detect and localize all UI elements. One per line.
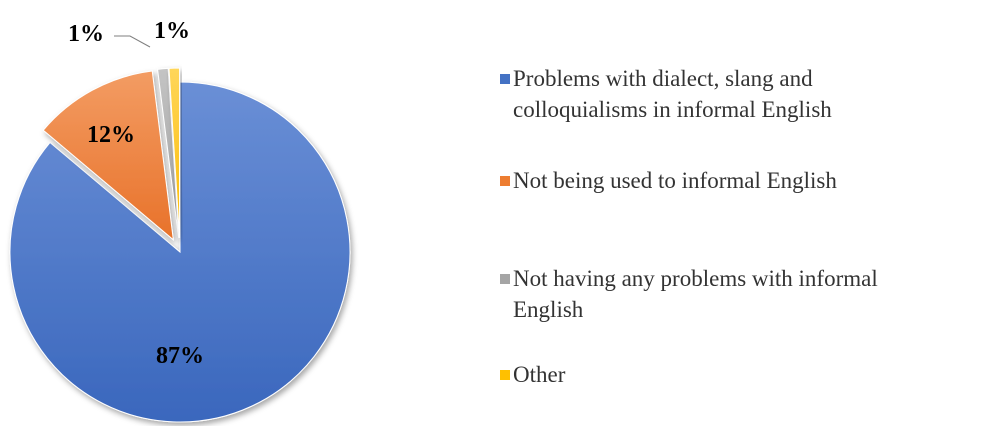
leader-line-no-problems — [114, 35, 151, 48]
legend-label: Other — [513, 362, 566, 387]
legend-item-other: Other — [500, 359, 565, 390]
legend-label: Not having any problems with informal En… — [513, 266, 878, 322]
slice-other — [168, 67, 181, 239]
legend-label: Not being used to informal English — [513, 168, 837, 193]
legend-swatch-yellow — [500, 370, 510, 380]
legend-item-not-used-to: Not being used to informal English — [500, 165, 837, 196]
slice-not-used-to — [42, 70, 174, 241]
slice-dialect-problems — [9, 81, 351, 423]
legend-swatch-blue — [500, 74, 510, 84]
slice-no-problems — [157, 67, 180, 239]
data-label-not-used-to: 12% — [87, 122, 135, 148]
legend-swatch-orange — [500, 176, 510, 186]
data-label-dialect-problems: 87% — [156, 343, 204, 369]
legend-swatch-gray — [500, 274, 510, 284]
data-label-other: 1% — [154, 18, 190, 44]
legend-label: Problems with dialect, slang and colloqu… — [513, 66, 832, 122]
pie-chart: 87% 12% 1% 1% — [9, 18, 351, 423]
legend: Problems with dialect, slang and colloqu… — [500, 0, 993, 426]
legend-item-dialect-problems: Problems with dialect, slang and colloqu… — [500, 63, 832, 125]
legend-item-no-problems: Not having any problems with informal En… — [500, 263, 878, 325]
data-label-no-problems: 1% — [68, 21, 104, 47]
